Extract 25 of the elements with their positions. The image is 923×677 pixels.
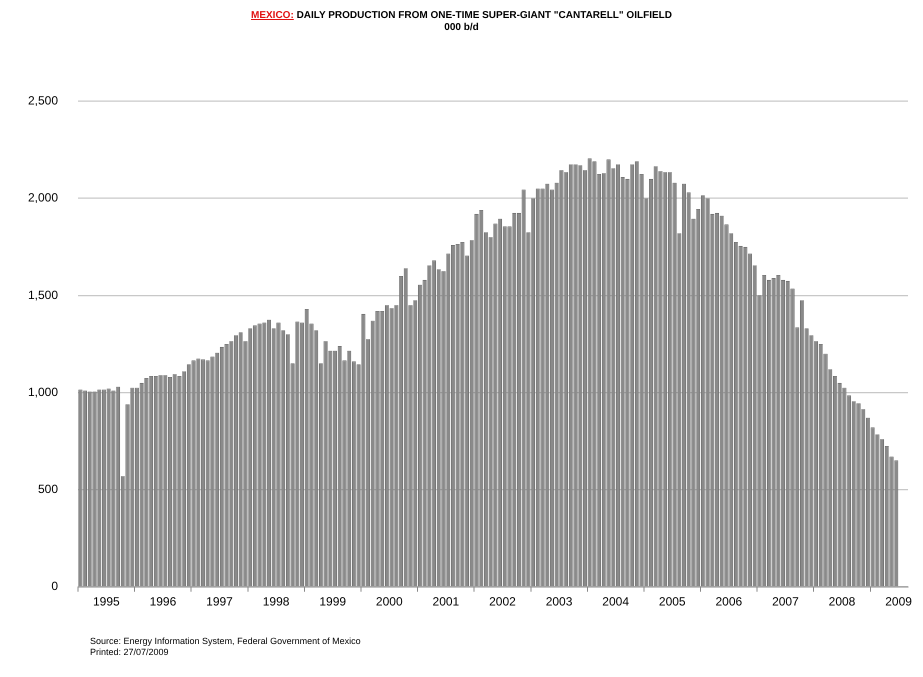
- chart-subtitle: 000 b/d: [443, 22, 480, 34]
- x-tick-label: 2009: [885, 594, 912, 608]
- x-tick-label: 2005: [658, 594, 686, 608]
- y-tick-label: 2,500: [28, 94, 58, 108]
- x-tick-label: 2006: [715, 594, 742, 608]
- y-tick-label: 0: [51, 579, 58, 594]
- source-note: Source: Energy Information System, Federal Government of Mexico: [90, 636, 362, 647]
- x-tick-label: 1996: [150, 594, 177, 608]
- x-tick-label: 2002: [489, 594, 516, 608]
- text: Printed: 27/07/2009: [90, 647, 170, 658]
- x-tick-label: 2004: [602, 594, 630, 608]
- y-tick-label: 2,000: [28, 190, 58, 205]
- x-tick-label: 1995: [92, 594, 120, 608]
- x-tick-label: 2008: [828, 594, 856, 608]
- x-tick-label: 2003: [546, 594, 573, 608]
- x-tick-label: 2001: [432, 594, 460, 608]
- y-tick-label: 1,500: [28, 288, 58, 302]
- x-tick-label: 1999: [319, 594, 346, 608]
- y-tick-label: 500: [38, 482, 58, 496]
- chart-title: MEXICO: DAILY PRODUCTION FROM ONE-TIME SUPER-GIANT "CANTARELL" OILFIELD: [251, 10, 672, 21]
- x-tick-label: 1997: [206, 594, 234, 608]
- x-tick-label: 2007: [772, 594, 800, 608]
- x-tick-label: 1998: [262, 594, 290, 608]
- y-tick-label: 1,000: [28, 384, 58, 399]
- x-tick-label: 2000: [376, 594, 403, 608]
